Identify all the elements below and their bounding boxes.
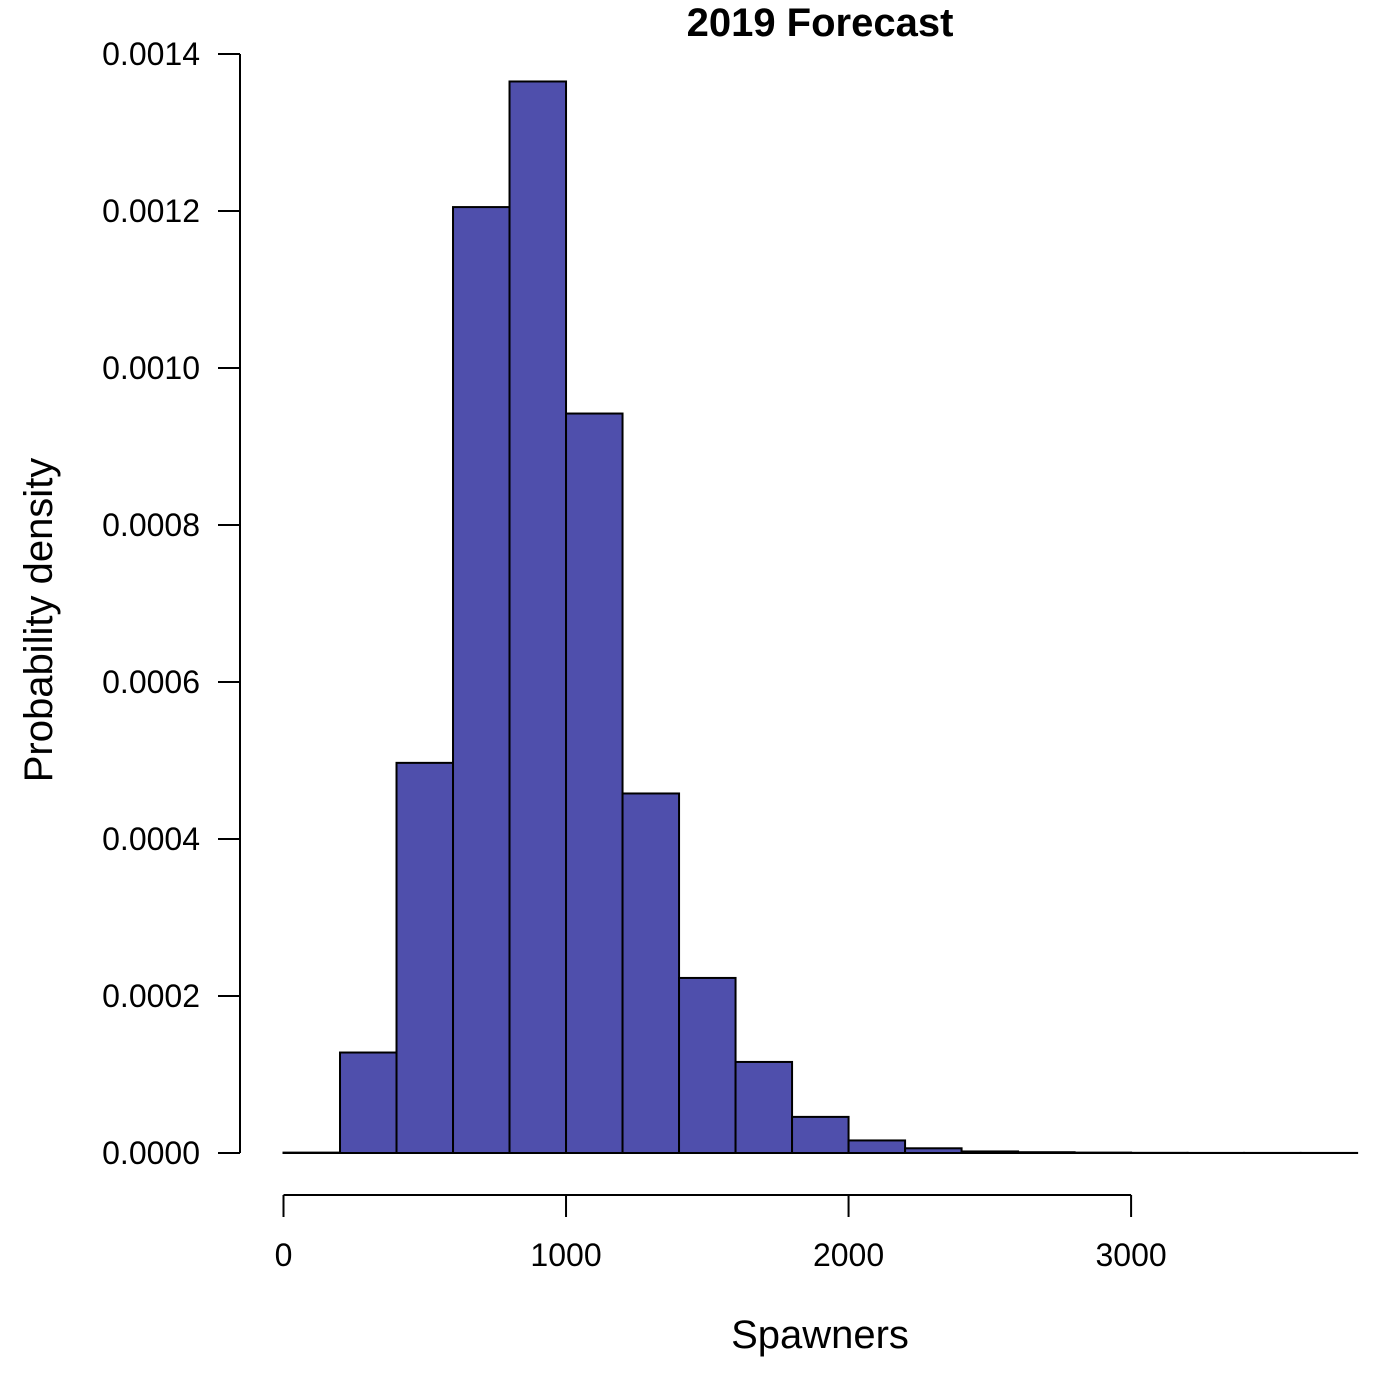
x-tick-label: 2000 xyxy=(813,1237,884,1273)
y-tick-label: 0.0002 xyxy=(102,978,200,1014)
chart-title: 2019 Forecast xyxy=(687,1,954,45)
histogram-bar xyxy=(1017,1151,1076,1154)
x-tick-label: 0 xyxy=(275,1237,293,1273)
x-axis-label: Spawners xyxy=(731,1313,909,1357)
y-tick-label: 0.0012 xyxy=(102,193,200,229)
histogram-bar xyxy=(508,80,568,1155)
y-axis-label: Probability density xyxy=(17,458,61,783)
y-axis-ticks: 0.0000 0.0002 0.0004 0.0006 0.0008 0.0010 0.00… xyxy=(102,36,240,1171)
histogram-bar xyxy=(791,1115,850,1155)
histogram-bar xyxy=(678,976,737,1154)
histogram-bar xyxy=(847,1139,907,1154)
y-tick-label: 0.0000 xyxy=(102,1135,200,1171)
histogram-bars xyxy=(282,80,1359,1155)
x-tick-label: 3000 xyxy=(1095,1237,1166,1273)
histogram-bar xyxy=(565,412,624,1154)
y-tick-label: 0.0004 xyxy=(102,821,200,857)
histogram-bar xyxy=(339,1051,398,1155)
histogram-bar xyxy=(395,761,455,1154)
histogram-bar xyxy=(452,206,511,1154)
histogram-bar xyxy=(960,1150,1020,1155)
y-tick-label: 0.0010 xyxy=(102,350,200,386)
y-tick-label: 0.0014 xyxy=(102,36,200,72)
x-axis-ticks: 0 1000 2000 3000 xyxy=(275,1194,1167,1273)
y-tick-label: 0.0008 xyxy=(102,507,200,543)
x-tick-label: 1000 xyxy=(530,1237,601,1273)
histogram-bar xyxy=(621,792,681,1154)
histogram-bar xyxy=(904,1147,963,1155)
histogram-bar xyxy=(734,1060,794,1154)
y-tick-label: 0.0006 xyxy=(102,664,200,700)
